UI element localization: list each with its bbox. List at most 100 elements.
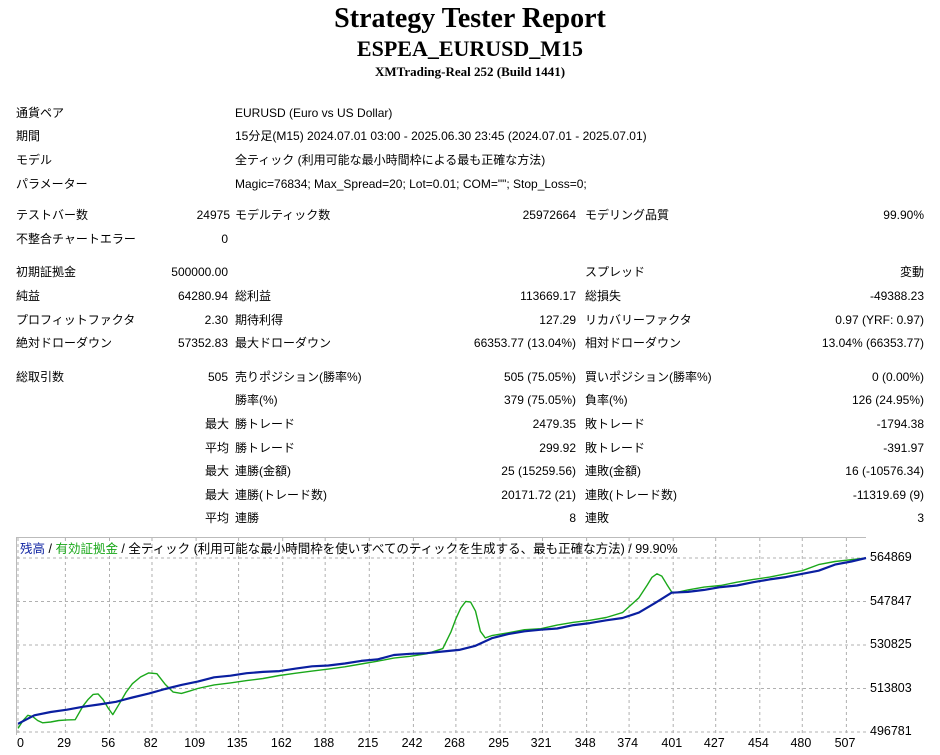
x-tick-label: 0 <box>17 736 24 750</box>
legend-description: / 全ティック (利用可能な最小時間枠を使いすべてのティックを生成する、最も正確… <box>117 542 678 556</box>
info-value-model: 全ティック (利用可能な最小時間枠による最も正確な方法) <box>235 153 546 167</box>
label-recovery-factor: リカバリーファクタ <box>585 313 692 327</box>
equity-line <box>17 557 867 729</box>
x-tick-label: 454 <box>747 736 769 750</box>
balance-line <box>17 556 867 725</box>
label-short-positions: 売りポジション(勝率%) <box>235 370 362 384</box>
label-max-consec: 最大 <box>204 464 229 478</box>
chart-legend: 残高 / 有効証拠金 / 全ティック (利用可能な最小時間枠を使いすべてのティッ… <box>20 541 678 557</box>
label-mismatch: 不整合チャートエラー <box>16 232 136 246</box>
label-gross-loss: 総損失 <box>585 289 622 303</box>
x-tick-label: 215 <box>357 736 379 750</box>
label-bars: テストバー数 <box>16 208 89 222</box>
x-tick-label: 56 <box>101 736 116 750</box>
x-tick-label: 348 <box>574 736 596 750</box>
value-quality: 99.90% <box>883 208 924 222</box>
value-win-rate: 379 (75.05%) <box>503 393 576 407</box>
label-rel-drawdown: 相対ドローダウン <box>585 336 682 350</box>
label-expected-payoff: 期待利得 <box>235 313 284 327</box>
y-tick-label: 496781 <box>870 724 912 738</box>
label-quality: モデリング品質 <box>585 208 670 222</box>
report-server: XMTrading-Real 252 (Build 1441) <box>374 64 566 79</box>
label-consec-loss-count: 連敗(トレード数) <box>585 488 677 502</box>
value-largest-win: 2479.35 <box>532 417 576 431</box>
value-total-trades: 505 <box>207 370 228 384</box>
label-consec-win-money: 連勝(金額) <box>235 464 291 478</box>
y-tick-label: 564869 <box>870 550 912 564</box>
value-max-drawdown: 66353.77 (13.04%) <box>473 336 576 350</box>
x-tick-label: 135 <box>226 736 248 750</box>
value-loss-rate: 126 (24.95%) <box>851 393 924 407</box>
label-max-consec-2: 最大 <box>204 488 229 502</box>
value-consec-win-money: 25 (15259.56) <box>501 464 576 478</box>
value-avg-consec-loss: 3 <box>917 511 924 525</box>
value-abs-drawdown: 57352.83 <box>177 336 228 350</box>
info-label-period: 期間 <box>16 129 41 143</box>
label-total-trades: 総取引数 <box>16 370 65 384</box>
y-tick-label: 513803 <box>870 680 912 695</box>
x-tick-label: 295 <box>488 736 510 750</box>
chart-plot <box>17 538 867 736</box>
value-largest-loss: -1794.38 <box>876 417 924 431</box>
report-title: Strategy Tester Report <box>334 3 606 34</box>
x-tick-label: 188 <box>313 736 335 750</box>
value-recovery-factor: 0.97 (YRF: 0.97) <box>835 313 924 327</box>
label-win-rate: 勝率(%) <box>235 393 278 407</box>
x-tick-label: 427 <box>703 736 725 750</box>
info-label-symbol: 通貨ペア <box>16 106 65 120</box>
label-consec-win-count: 連勝(トレード数) <box>235 488 327 502</box>
value-rel-drawdown: 13.04% (66353.77) <box>821 336 924 350</box>
info-label-params: パラメーター <box>16 177 88 191</box>
label-avg-win: 勝トレード <box>235 441 296 455</box>
value-profit-factor: 2.30 <box>204 313 228 327</box>
value-expected-payoff: 127.29 <box>539 313 576 327</box>
info-value-period: 15分足(M15) 2024.07.01 03:00 - 2025.06.30 … <box>235 129 647 143</box>
label-largest-loss: 敗トレード <box>585 417 646 431</box>
label-net-profit: 純益 <box>16 289 41 303</box>
label-avg-consec-win: 連勝 <box>235 511 260 525</box>
x-tick-label: 268 <box>444 736 465 750</box>
label-max-drawdown: 最大ドローダウン <box>235 336 332 350</box>
value-ticks: 25972664 <box>522 208 576 222</box>
legend-balance: 残高 <box>20 542 46 556</box>
label-avg-loss: 敗トレード <box>585 441 646 455</box>
value-avg-consec-win: 8 <box>569 511 576 525</box>
label-spread: スプレッド <box>585 265 646 279</box>
value-mismatch: 0 <box>221 232 228 246</box>
x-tick-label: 29 <box>57 736 72 750</box>
label-avg-consec: 平均 <box>204 511 229 525</box>
label-ticks: モデルティック数 <box>235 208 331 222</box>
label-abs-drawdown: 絶対ドローダウン <box>16 336 113 350</box>
info-value-symbol: EURUSD (Euro vs US Dollar) <box>235 106 393 120</box>
label-profit-factor: プロフィットファクタ <box>16 313 136 327</box>
x-tick-label: 401 <box>661 736 683 750</box>
value-deposit: 500000.00 <box>171 265 228 279</box>
x-tick-label: 242 <box>401 736 423 750</box>
label-deposit: 初期証拠金 <box>16 265 77 279</box>
legend-equity: 有効証拠金 <box>55 542 118 556</box>
value-short-positions: 505 (75.05%) <box>503 370 576 384</box>
value-consec-win-count: 20171.72 (21) <box>501 488 576 502</box>
value-net-profit: 64280.94 <box>177 289 228 303</box>
x-tick-label: 321 <box>530 736 552 750</box>
value-gross-loss: -49388.23 <box>869 289 924 303</box>
label-loss-rate: 負率(%) <box>585 393 628 407</box>
x-tick-label: 374 <box>617 736 639 750</box>
y-tick-label: 547847 <box>870 593 912 608</box>
label-largest-win: 勝トレード <box>235 417 296 431</box>
value-consec-loss-count: -11319.69 (9) <box>852 488 924 502</box>
x-tick-label: 82 <box>143 736 158 750</box>
info-value-params: Magic=76834; Max_Spread=20; Lot=0.01; CO… <box>235 177 587 191</box>
value-avg-loss: -391.97 <box>883 441 924 455</box>
y-tick-label: 530825 <box>870 637 912 651</box>
report-subtitle: ESPEA_EURUSD_M15 <box>356 36 584 61</box>
x-tick-label: 162 <box>270 736 292 750</box>
label-largest: 最大 <box>204 417 229 431</box>
value-avg-win: 299.92 <box>539 441 576 455</box>
label-gross-profit: 総利益 <box>235 289 272 303</box>
label-consec-loss-money: 連敗(金額) <box>585 464 641 478</box>
equity-chart <box>16 537 867 736</box>
value-long-positions: 0 (0.00%) <box>871 370 924 384</box>
value-spread: 変動 <box>899 265 924 279</box>
value-consec-loss-money: 16 (-10576.34) <box>845 464 924 478</box>
